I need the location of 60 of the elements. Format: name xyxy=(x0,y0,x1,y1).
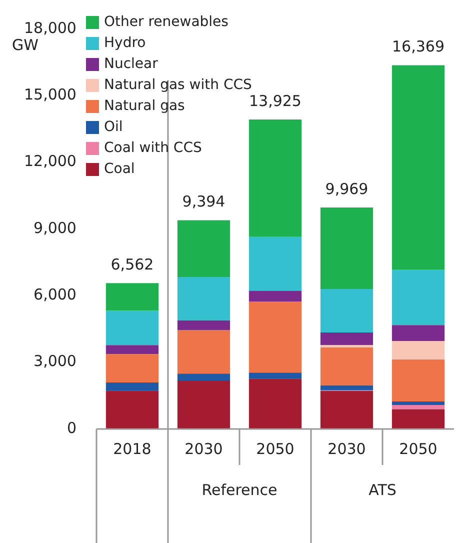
bar xyxy=(392,360,445,402)
bar xyxy=(320,332,374,346)
y-axis-title: GW xyxy=(12,36,38,54)
legend-label: Hydro xyxy=(104,34,146,53)
text: Reference xyxy=(202,480,278,499)
bar xyxy=(106,382,159,391)
bar xyxy=(106,354,159,383)
y-tick-label: 9,000 xyxy=(34,218,76,237)
bar xyxy=(392,409,445,429)
total-label: 16,369 xyxy=(392,38,444,56)
bar xyxy=(320,289,374,333)
legend-label: Nuclear xyxy=(104,55,158,74)
bar xyxy=(248,302,302,373)
bar xyxy=(177,380,230,429)
total-label: 13,925 xyxy=(248,92,302,110)
y-tick-label: 6,000 xyxy=(34,286,76,304)
bar xyxy=(248,372,302,379)
x-tick-label: 2050 xyxy=(256,440,294,458)
bar xyxy=(248,236,302,291)
bar xyxy=(177,374,230,381)
bar xyxy=(248,120,302,237)
bar xyxy=(392,65,445,270)
bar xyxy=(248,290,302,302)
y-tick-label: 3,000 xyxy=(34,352,76,370)
total-label: 6,562 xyxy=(110,256,154,274)
bar xyxy=(177,320,230,330)
bar xyxy=(392,341,445,360)
bar xyxy=(392,325,445,341)
x-tick-label: 2018 xyxy=(113,440,152,458)
x-tick-label: 2030 xyxy=(184,440,223,458)
bar xyxy=(392,401,445,405)
legend-label: Natural gas with CCS xyxy=(104,76,252,94)
bar xyxy=(177,277,230,320)
bar xyxy=(106,390,159,429)
bar xyxy=(248,378,302,429)
text: ATS xyxy=(368,480,396,499)
bar xyxy=(320,391,374,429)
bar xyxy=(320,207,374,289)
y-tick-label: 12,000 xyxy=(24,152,76,170)
bar xyxy=(320,347,374,386)
bar xyxy=(392,269,445,326)
legend-label: Natural gas xyxy=(104,97,185,116)
legend-label: Coal with CCS xyxy=(104,139,202,158)
x-tick-label: 2050 xyxy=(399,440,438,458)
legend-label: Other renewables xyxy=(104,13,228,32)
bar xyxy=(177,220,230,277)
bar xyxy=(177,330,230,374)
bar xyxy=(106,310,159,346)
bar xyxy=(392,405,445,410)
y-tick-label: 15,000 xyxy=(24,86,76,104)
total-label: 9,394 xyxy=(182,192,226,211)
bar xyxy=(320,385,374,390)
y-tick-label: 0 xyxy=(66,418,76,437)
total-label: 9,969 xyxy=(325,180,368,198)
bar xyxy=(106,345,159,354)
y-tick-label: 18,000 xyxy=(24,18,76,37)
x-tick-label: 2030 xyxy=(328,440,366,458)
bar xyxy=(106,283,159,311)
legend-label: Coal xyxy=(104,160,135,179)
legend-label: Oil xyxy=(104,118,123,137)
